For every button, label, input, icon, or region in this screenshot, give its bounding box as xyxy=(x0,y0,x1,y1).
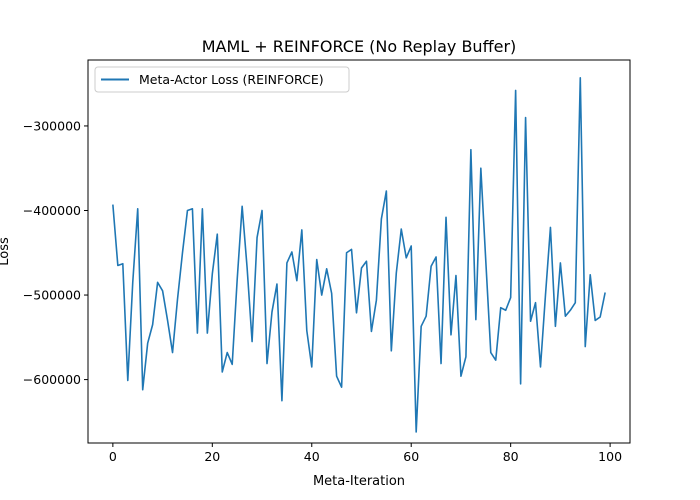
x-tick-label: 80 xyxy=(503,449,519,464)
y-axis-title: Loss xyxy=(0,237,12,266)
axis-ticks: 0 20 40 60 80 100 −600000 −500000 −400000 −300000 xyxy=(23,118,622,464)
y-tick-label: −400000 xyxy=(23,203,81,218)
x-tick-label: 20 xyxy=(204,449,220,464)
series-line-0 xyxy=(112,76,606,433)
x-axis-title: Meta-Iteration xyxy=(313,474,405,489)
x-tick-label: 0 xyxy=(109,449,117,464)
plot-area xyxy=(112,76,606,433)
legend-label: Meta-Actor Loss (REINFORCE) xyxy=(139,72,324,87)
y-tick-label: −300000 xyxy=(23,118,81,133)
plot-frame xyxy=(87,59,631,444)
legend: Meta-Actor Loss (REINFORCE) xyxy=(94,66,350,93)
chart-title: MAML + REINFORCE (No Replay Buffer) xyxy=(202,37,517,56)
x-tick-label: 40 xyxy=(304,449,320,464)
x-tick-label: 60 xyxy=(403,449,419,464)
legend-box xyxy=(94,66,350,93)
y-tick-label: −600000 xyxy=(23,372,81,387)
x-tick-label: 100 xyxy=(598,449,622,464)
y-tick-label: −500000 xyxy=(23,288,81,303)
